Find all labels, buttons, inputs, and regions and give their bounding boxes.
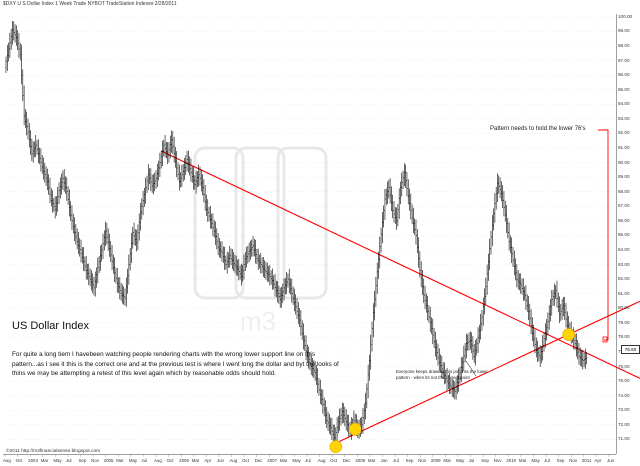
annotation-bracket-end (602, 336, 608, 343)
price-tick-label: 76.00 (618, 363, 630, 369)
price-tick-label: 100.00 (618, 13, 633, 19)
price-tick-label: 81.00 (618, 290, 630, 296)
time-tick-label: Mar (367, 458, 376, 463)
time-tick-label: May (531, 458, 540, 463)
price-tick-label: 75.00 (618, 378, 630, 384)
time-tick-label: Apr (204, 458, 212, 463)
price-tick-label: 89.00 (618, 174, 630, 180)
time-tick-label: 2004 (28, 458, 38, 463)
time-tick-label: Nov (91, 458, 99, 463)
annotation-upper: Pattern needs to hold the lower 76's (490, 126, 586, 132)
price-tick-label: 87.00 (618, 203, 630, 209)
price-tick-label: 74.00 (618, 392, 630, 398)
price-tick-label: 91.00 (618, 145, 630, 151)
time-tick-label: May (128, 458, 138, 463)
price-tick-label: 85.00 (618, 232, 630, 238)
time-tick-label: Nov (569, 458, 578, 463)
time-tick-label: Jul (65, 458, 72, 463)
annotation-bracket (598, 129, 609, 341)
time-axis-line (3, 454, 616, 455)
price-tick-label: 79.00 (618, 319, 630, 325)
time-tick-label: May (456, 458, 465, 463)
time-tick-label: 2006 (179, 458, 189, 463)
time-tick-label: Mar (40, 458, 49, 463)
time-tick-label: May (53, 458, 62, 463)
lower-trendline (335, 300, 640, 444)
time-tick-label: May (292, 458, 301, 463)
time-tick-label: 2005 (103, 458, 114, 463)
price-tick-label: 84.00 (618, 247, 630, 253)
time-tick-label: Nov (418, 458, 427, 463)
price-tick-label: 95.00 (618, 86, 630, 92)
price-axis-line (616, 14, 617, 454)
time-tick-label: Jul (141, 458, 148, 463)
time-tick-label: Nov (493, 458, 502, 463)
time-tick-label: Sep (481, 458, 489, 463)
time-tick-label: 2008 (355, 458, 366, 463)
time-tick-label: Oct (166, 458, 174, 463)
time-tick-label: Jun (607, 458, 615, 463)
annotation-pointer (465, 360, 477, 377)
price-tick-label: 82.00 (618, 276, 630, 282)
time-tick-label: Sep (78, 458, 87, 463)
time-tick-label: Jul (305, 458, 311, 463)
time-tick-label: Jun (216, 458, 224, 463)
price-tick-label: 72.00 (618, 421, 630, 427)
price-tick-label: 90.00 (618, 159, 630, 165)
copyright-text: ©2011 http://m3financialsense.blogspot.c… (6, 449, 101, 454)
time-tick-label: Oct (330, 458, 337, 463)
time-tick-label: Jul (468, 458, 475, 463)
time-tick-label: Jul (393, 458, 399, 463)
time-tick-label: Jul (544, 458, 550, 463)
time-tick-label: Mar (279, 458, 288, 463)
time-tick-label: Dec (254, 458, 263, 463)
time-tick-label: Mar (518, 458, 527, 463)
touch-point-marker (348, 422, 362, 436)
price-tick-label: 88.00 (618, 188, 630, 194)
last-price-box: 76.60 (621, 345, 640, 354)
price-tick-label: 97.00 (618, 57, 630, 63)
watermark-logo: m3 (193, 146, 328, 336)
time-tick-label: 2009 (430, 458, 441, 463)
time-tick-label: Oct (15, 458, 23, 463)
commentary-text: For quite a long tiem I havebeen watchin… (12, 351, 339, 378)
time-tick-label: Oct (242, 458, 249, 463)
price-tick-label: 73.00 (618, 407, 630, 413)
chart-title: US Dollar Index (12, 320, 90, 332)
time-tick-label: Sep (405, 458, 414, 463)
time-tick-label: Mar (443, 458, 451, 463)
time-tick-label: Dec (342, 458, 351, 463)
price-tick-label: 80.00 (618, 305, 630, 311)
time-tick-label: Mar (116, 458, 124, 463)
upper-trendline (160, 150, 640, 379)
price-tick-label: 86.00 (618, 217, 630, 223)
price-tick-label: 92.00 (618, 130, 630, 136)
time-tick-label: Aug (229, 458, 238, 463)
touch-point-marker (329, 440, 343, 454)
price-tick-label: 99.00 (618, 28, 630, 34)
chart-header: $DXY U S Dollar Index 1 Week Trade NYBOT… (3, 1, 177, 7)
price-tick-label: 71.00 (618, 436, 630, 442)
time-tick-label: Sep (556, 458, 565, 463)
price-tick-label: 83.00 (618, 261, 630, 267)
time-tick-label: Mar (191, 458, 200, 463)
time-tick-label: Aug (154, 458, 162, 463)
annotation-lower: Everyone keeps drawing this point as the… (396, 369, 488, 380)
time-tick-label: 2010 (506, 458, 517, 463)
time-tick-label: Aug (3, 458, 11, 463)
time-tick-label: Apr (594, 458, 602, 463)
price-tick-label: 78.00 (618, 334, 630, 340)
price-tick-label: 93.00 (618, 115, 630, 121)
touch-point-marker (562, 328, 575, 341)
time-tick-label: Aug (317, 458, 326, 463)
price-tick-label: 94.00 (618, 101, 630, 107)
time-tick-label: 2011 (581, 458, 592, 463)
svg-text:m3: m3 (240, 306, 276, 336)
time-tick-label: Jun (380, 458, 388, 463)
price-tick-label: 96.00 (618, 72, 630, 78)
price-tick-label: 98.00 (618, 43, 630, 49)
time-tick-label: 2007 (267, 458, 278, 463)
